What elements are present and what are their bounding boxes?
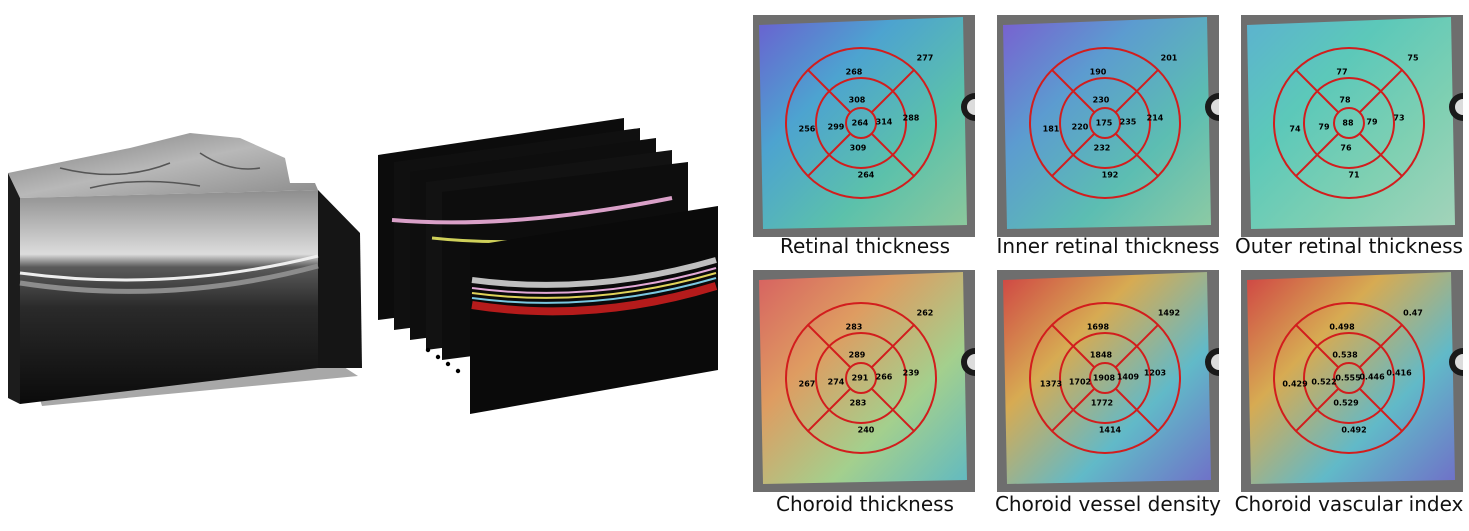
value-c: 1908	[1093, 374, 1116, 383]
oct-volume-rendering	[0, 128, 372, 413]
value-out-n: 268	[846, 68, 863, 77]
value-in-s: 309	[850, 144, 867, 153]
value-out-l: 74	[1289, 125, 1301, 134]
value-in-n: 78	[1339, 96, 1351, 105]
value-out-l: 181	[1043, 125, 1060, 134]
value-in-s: 283	[850, 399, 867, 408]
value-in-l: 220	[1072, 123, 1089, 132]
value-out-r: 214	[1147, 114, 1164, 123]
value-in-n: 0.538	[1332, 351, 1358, 360]
value-in-s: 1772	[1091, 399, 1113, 408]
value-in-n: 230	[1093, 96, 1110, 105]
value-in-l: 274	[828, 378, 845, 387]
value-corner: 277	[917, 54, 934, 63]
value-out-r: 239	[903, 369, 920, 378]
map-choroid-thickness: 291 289 283 274 266 283 240 267 239 262	[753, 270, 975, 492]
value-c: 175	[1096, 119, 1113, 128]
value-out-l: 267	[799, 380, 816, 389]
caption-outer-retinal-thickness: Outer retinal thickness	[1229, 234, 1469, 258]
caption-retinal-thickness: Retinal thickness	[745, 234, 985, 258]
map-choroid-vascular-index: 0.555 0.538 0.529 0.522 0.446 0.498 0.492 0.429…	[1241, 270, 1463, 492]
map-retinal-thickness: 264 308 309 299 314 268 264 256 288 277	[753, 15, 975, 237]
value-in-s: 76	[1340, 144, 1352, 153]
value-out-s: 0.492	[1341, 426, 1366, 435]
map-choroid-vessel-density: 1908 1848 1772 1702 1409 1698 1414 1373 1203 1492	[997, 270, 1219, 492]
value-corner: 1492	[1158, 309, 1180, 318]
value-in-n: 308	[849, 96, 866, 105]
value-c: 291	[852, 374, 869, 383]
value-out-r: 73	[1393, 114, 1404, 123]
caption-choroid-vascular-index: Choroid vascular index	[1229, 492, 1469, 516]
value-in-r: 266	[876, 373, 893, 382]
value-in-l: 1702	[1069, 378, 1091, 387]
value-out-l: 1373	[1040, 380, 1062, 389]
value-corner: 75	[1407, 54, 1419, 63]
value-in-s: 0.529	[1333, 399, 1359, 408]
value-in-r: 235	[1120, 118, 1137, 127]
caption-choroid-thickness: Choroid thickness	[745, 492, 985, 516]
value-in-r: 1409	[1117, 373, 1140, 382]
value-out-r: 1203	[1144, 369, 1166, 378]
value-in-n: 289	[849, 351, 866, 360]
value-out-s: 71	[1348, 171, 1360, 180]
value-c: 0.555	[1335, 374, 1361, 383]
value-c: 264	[852, 119, 869, 128]
value-in-r: 0.446	[1359, 373, 1385, 382]
value-out-n: 0.498	[1329, 323, 1355, 332]
value-out-r: 288	[903, 114, 920, 123]
segmented-bscan-stack	[372, 110, 732, 420]
value-out-n: 1698	[1087, 323, 1110, 332]
value-out-s: 192	[1102, 171, 1119, 180]
value-corner: 262	[917, 309, 934, 318]
value-out-s: 1414	[1099, 426, 1122, 435]
value-out-s: 264	[858, 171, 875, 180]
caption-choroid-vessel-density: Choroid vessel density	[988, 492, 1228, 516]
value-in-r: 79	[1366, 118, 1378, 127]
value-corner: 0.47	[1403, 309, 1423, 318]
value-in-l: 299	[828, 123, 845, 132]
value-in-r: 314	[876, 118, 893, 127]
value-out-r: 0.416	[1386, 369, 1412, 378]
value-in-n: 1848	[1090, 351, 1113, 360]
value-c: 88	[1342, 119, 1354, 128]
value-out-n: 77	[1336, 68, 1347, 77]
value-out-l: 256	[799, 125, 816, 134]
value-in-l: 79	[1318, 123, 1330, 132]
map-inner-retinal-thickness: 175 230 232 220 235 190 192 181 214 201	[997, 15, 1219, 237]
value-out-n: 190	[1090, 68, 1107, 77]
map-outer-retinal-thickness: 88 78 76 79 79 77 71 74 73 75	[1241, 15, 1463, 237]
value-out-n: 283	[846, 323, 863, 332]
value-out-s: 240	[858, 426, 875, 435]
value-in-s: 232	[1094, 144, 1111, 153]
caption-inner-retinal-thickness: Inner retinal thickness	[988, 234, 1228, 258]
value-out-l: 0.429	[1282, 380, 1308, 389]
value-corner: 201	[1161, 54, 1178, 63]
value-in-l: 0.522	[1311, 378, 1336, 387]
